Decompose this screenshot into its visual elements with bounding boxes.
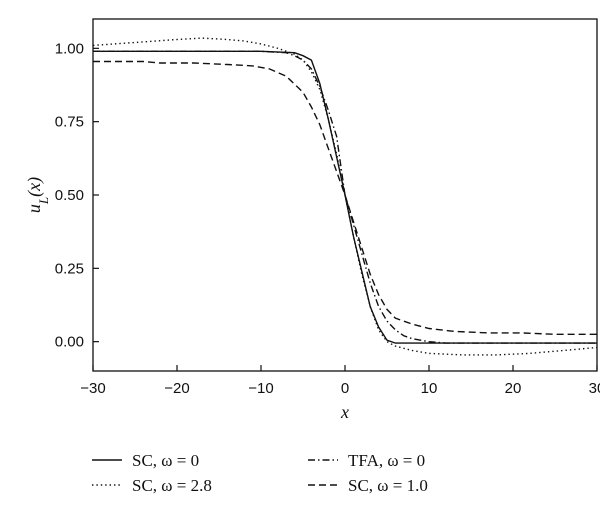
- y-tick-label: 1.00: [55, 40, 84, 57]
- legend: SC, ω = 0 SC, ω = 2.8 TFA, ω = 0 SC, ω = 1.…: [92, 451, 428, 495]
- x-tick-labels: −30 −20 −10 0 10 20 30: [80, 380, 600, 397]
- plot-frame: [92, 18, 598, 372]
- legend-label: SC, ω = 2.8: [132, 476, 212, 495]
- x-tick-label: 10: [421, 380, 438, 397]
- legend-label: SC, ω = 1.0: [348, 476, 428, 495]
- x-tick-label: −20: [164, 380, 189, 397]
- y-tick-label: 0.50: [55, 187, 84, 204]
- x-axis-label: x: [340, 402, 349, 422]
- axis-ticks: [92, 47, 598, 371]
- x-tick-label: 20: [505, 380, 522, 397]
- y-tick-label: 0.75: [55, 114, 84, 131]
- series-line-dashdot: [93, 50, 597, 344]
- series-line-dotted: [92, 37, 598, 356]
- series-group: [92, 37, 598, 356]
- y-tick-labels: 0.00 0.25 0.50 0.75 1.00: [55, 40, 84, 350]
- legend-label: TFA, ω = 0: [348, 451, 425, 470]
- x-tick-label: 0: [341, 380, 349, 397]
- legend-label: SC, ω = 0: [132, 451, 199, 470]
- x-tick-label: −10: [248, 380, 273, 397]
- y-tick-label: 0.00: [55, 334, 84, 351]
- x-tick-label: 30: [589, 380, 600, 397]
- x-tick-label: −30: [80, 380, 105, 397]
- y-axis-label: uL(x): [24, 177, 51, 213]
- y-tick-label: 0.25: [55, 260, 84, 277]
